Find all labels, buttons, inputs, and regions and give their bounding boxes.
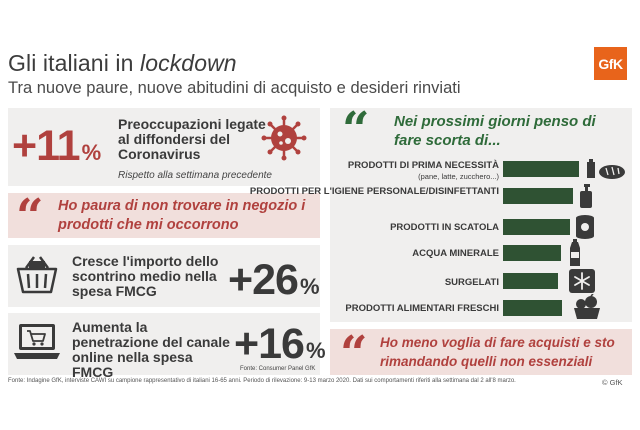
footer-source: Fonte: Indagine GfK, interviste CAWI su …	[8, 378, 516, 384]
bar-label: PRODOTTI ALIMENTARI FRESCHI	[345, 303, 499, 314]
title-italic: lockdown	[140, 50, 237, 76]
quote-icon: “	[16, 189, 44, 245]
bar-label: PRODOTTI IN SCATOLA	[390, 222, 499, 233]
water-bottle-icon	[570, 239, 580, 266]
online-panel: Aumenta la penetrazione del canale onlin…	[8, 313, 325, 380]
can-icon	[576, 215, 594, 239]
virus-panel: +11% Preoccupazioni legate al diffonders…	[8, 108, 320, 186]
snowflake-icon	[569, 269, 595, 293]
bar	[503, 273, 558, 289]
gfk-logo: GfK	[594, 47, 627, 80]
online-value: +16%	[234, 320, 325, 368]
virus-text: Preoccupazioni legate al diffondersi del…	[118, 116, 266, 162]
copyright: © GfK	[602, 378, 623, 387]
online-source: Fonte: Consumer Panel GfK	[240, 366, 316, 372]
bar-label: SURGELATI	[444, 277, 499, 288]
page-subtitle: Tra nuove paure, nuove abitudini di acqu…	[8, 79, 461, 97]
bar	[503, 188, 573, 204]
fear-quote-text: Ho paura di non trovare in negozio i pro…	[58, 198, 306, 233]
virus-value: +11%	[12, 122, 101, 170]
title-plain: Gli italiani in	[8, 50, 140, 76]
vegetables-icon	[574, 294, 600, 319]
receipt-text: Cresce l'importo dello scontrino medio n…	[72, 253, 219, 299]
virus-icon	[261, 115, 307, 161]
bar	[503, 245, 561, 261]
bread-milk-icon	[587, 159, 625, 179]
soap-bottle-icon	[580, 184, 592, 208]
postpone-quote-panel: “ Ho meno voglia di fare acquisti e sto …	[330, 326, 632, 382]
page-title: Gli italiani in lockdown	[8, 50, 237, 77]
online-text: Aumenta la penetrazione del canale onlin…	[72, 319, 230, 380]
quote-icon: “	[342, 102, 370, 158]
laptop-cart-icon	[14, 324, 60, 359]
basket-icon	[16, 256, 58, 294]
bar	[503, 300, 562, 316]
bar-label: PRODOTTI PER L'IGIENE PERSONALE/DISINFET…	[249, 186, 499, 197]
bar-label: PRODOTTI DI PRIMA NECESSITÀ (pane, latte,…	[347, 160, 499, 181]
fear-quote-panel: “ Ho paura di non trovare in negozio i p…	[8, 189, 320, 245]
postpone-quote-text: Ho meno voglia di fare acquisti e sto ri…	[380, 335, 615, 369]
quote-icon: “	[340, 326, 368, 382]
receipt-value: +26%	[228, 256, 319, 304]
virus-note: Rispetto alla settimana precedente	[118, 170, 272, 181]
bar-label: ACQUA MINERALE	[412, 248, 499, 259]
receipt-panel: Cresce l'importo dello scontrino medio n…	[8, 245, 320, 307]
bar	[503, 219, 570, 235]
bar	[503, 161, 579, 177]
stockup-quote-text: Nei prossimi giorni penso di fare scorta…	[394, 113, 596, 149]
